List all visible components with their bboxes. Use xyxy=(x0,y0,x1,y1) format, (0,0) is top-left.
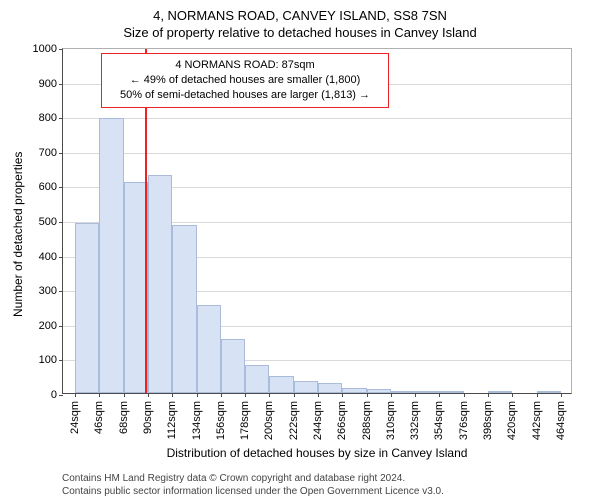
histogram-bar xyxy=(269,376,293,393)
y-tick xyxy=(59,257,63,258)
x-tick-label: 420sqm xyxy=(506,401,518,440)
x-tick xyxy=(488,393,489,397)
x-tick xyxy=(537,393,538,397)
x-tick-label: 376sqm xyxy=(458,401,470,440)
x-tick-label: 200sqm xyxy=(263,401,275,440)
histogram-bar xyxy=(391,391,415,393)
histogram-bar xyxy=(75,223,99,393)
histogram-bar xyxy=(318,383,342,393)
x-tick xyxy=(294,393,295,397)
x-tick-label: 46sqm xyxy=(93,401,105,434)
chart-title-line1: 4, NORMANS ROAD, CANVEY ISLAND, SS8 7SN xyxy=(0,0,600,25)
histogram-bar xyxy=(367,389,391,393)
y-tick-label: 400 xyxy=(39,251,57,263)
y-tick xyxy=(59,49,63,50)
x-tick xyxy=(512,393,513,397)
y-tick-label: 300 xyxy=(39,285,57,297)
x-tick xyxy=(148,393,149,397)
footer-attribution: Contains HM Land Registry data © Crown c… xyxy=(62,472,444,498)
x-tick xyxy=(75,393,76,397)
y-tick-label: 500 xyxy=(39,216,57,228)
y-tick xyxy=(59,187,63,188)
x-tick xyxy=(221,393,222,397)
chart-container: 4, NORMANS ROAD, CANVEY ISLAND, SS8 7SN … xyxy=(0,0,600,500)
y-tick xyxy=(59,326,63,327)
x-tick-label: 398sqm xyxy=(482,401,494,440)
x-tick-label: 332sqm xyxy=(409,401,421,440)
y-tick xyxy=(59,291,63,292)
gridline xyxy=(63,118,571,119)
y-tick-label: 800 xyxy=(39,112,57,124)
annotation-line3: 50% of semi-detached houses are larger (… xyxy=(110,88,380,103)
annotation-line2: ← 49% of detached houses are smaller (1,… xyxy=(110,73,380,88)
x-tick-label: 442sqm xyxy=(531,401,543,440)
x-tick xyxy=(124,393,125,397)
histogram-bar xyxy=(172,225,196,393)
x-tick xyxy=(197,393,198,397)
x-tick-label: 354sqm xyxy=(433,401,445,440)
footer-line2: Contains public sector information licen… xyxy=(62,485,444,498)
y-tick-label: 100 xyxy=(39,354,57,366)
y-axis-label: Number of detached properties xyxy=(11,152,25,317)
x-tick xyxy=(269,393,270,397)
x-tick xyxy=(172,393,173,397)
x-tick-label: 288sqm xyxy=(361,401,373,440)
histogram-bar xyxy=(415,391,439,393)
y-tick xyxy=(59,153,63,154)
histogram-bar xyxy=(221,339,245,393)
y-tick-label: 0 xyxy=(51,389,57,401)
x-tick-label: 90sqm xyxy=(142,401,154,434)
y-tick xyxy=(59,395,63,396)
x-tick xyxy=(342,393,343,397)
x-tick-label: 178sqm xyxy=(239,401,251,440)
x-tick-label: 464sqm xyxy=(555,401,567,440)
y-tick-label: 900 xyxy=(39,78,57,90)
x-tick-label: 134sqm xyxy=(191,401,203,440)
x-tick-label: 112sqm xyxy=(166,401,178,439)
x-tick-label: 266sqm xyxy=(336,401,348,440)
x-tick-label: 222sqm xyxy=(288,401,300,440)
y-tick xyxy=(59,222,63,223)
histogram-bar xyxy=(294,381,318,393)
x-tick-label: 156sqm xyxy=(215,401,227,440)
x-tick xyxy=(415,393,416,397)
x-tick xyxy=(391,393,392,397)
chart-title-line2: Size of property relative to detached ho… xyxy=(0,25,600,42)
x-tick xyxy=(245,393,246,397)
histogram-bar xyxy=(488,391,512,393)
histogram-bar xyxy=(148,175,172,393)
y-tick-label: 600 xyxy=(39,181,57,193)
y-tick xyxy=(59,360,63,361)
histogram-bar xyxy=(537,391,561,393)
gridline xyxy=(63,153,571,154)
y-tick-label: 200 xyxy=(39,320,57,332)
y-tick xyxy=(59,84,63,85)
y-tick-label: 1000 xyxy=(33,43,57,55)
annotation-line1: 4 NORMANS ROAD: 87sqm xyxy=(110,58,380,73)
x-tick xyxy=(561,393,562,397)
x-tick-label: 24sqm xyxy=(69,401,81,434)
x-tick xyxy=(99,393,100,397)
footer-line1: Contains HM Land Registry data © Crown c… xyxy=(62,472,444,485)
x-tick-label: 244sqm xyxy=(312,401,324,440)
plot-area: 0100200300400500600700800900100024sqm46s… xyxy=(62,48,572,394)
histogram-bar xyxy=(99,118,123,393)
y-tick xyxy=(59,118,63,119)
x-tick-label: 310sqm xyxy=(385,401,397,440)
histogram-bar xyxy=(439,391,463,393)
x-tick xyxy=(464,393,465,397)
y-tick-label: 700 xyxy=(39,147,57,159)
histogram-bar xyxy=(342,388,366,393)
x-tick xyxy=(439,393,440,397)
x-tick xyxy=(367,393,368,397)
x-axis-label: Distribution of detached houses by size … xyxy=(62,446,572,460)
histogram-bar xyxy=(245,365,269,393)
annotation-box: 4 NORMANS ROAD: 87sqm← 49% of detached h… xyxy=(101,53,389,108)
x-tick-label: 68sqm xyxy=(118,401,130,434)
x-tick xyxy=(318,393,319,397)
histogram-bar xyxy=(197,305,221,393)
